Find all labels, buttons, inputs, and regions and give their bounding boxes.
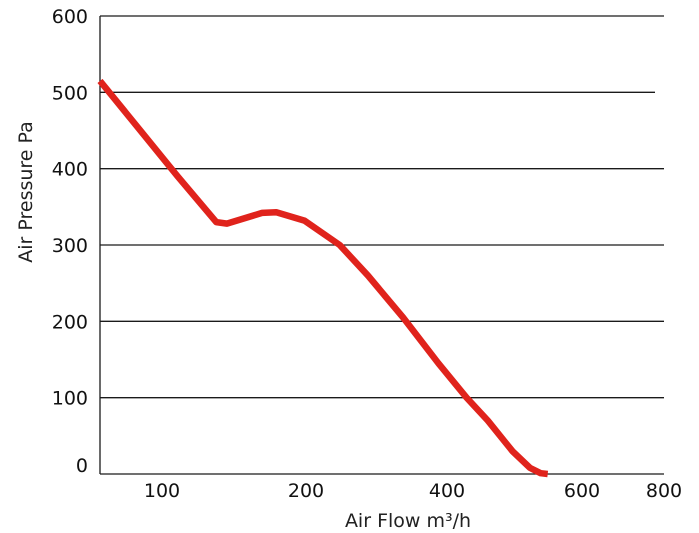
y-tick-label-600: 600	[52, 6, 88, 28]
x-axis-title: Air Flow m³/h	[345, 510, 471, 532]
grid-layer	[100, 15, 664, 399]
x-tick-label-100: 100	[144, 480, 180, 502]
y-tick-label-100: 100	[52, 388, 88, 410]
y-tick-label-300: 300	[52, 235, 88, 257]
series-line-0	[97, 78, 549, 478]
x-tick-label-600: 600	[564, 480, 600, 502]
y-tick-label-500: 500	[52, 82, 88, 104]
x-tick-label-800: 800	[646, 480, 682, 502]
y-tick-label-0: 0	[76, 455, 88, 477]
y-tick-label-400: 400	[52, 159, 88, 181]
x-tick-label-200: 200	[288, 480, 324, 502]
x-tick-label-400: 400	[429, 480, 465, 502]
series-layer	[97, 78, 549, 478]
y-axis-title: Air Pressure Pa	[15, 121, 37, 263]
axis-layer	[99, 16, 664, 475]
tick-label-layer: 0 100 200 300 400 500 600 100 200 400 600 800	[52, 6, 682, 502]
y-tick-label-200: 200	[52, 311, 88, 333]
